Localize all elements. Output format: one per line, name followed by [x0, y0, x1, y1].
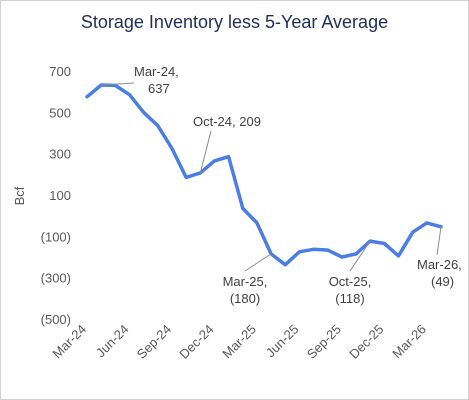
y-axis-label: Bcf: [12, 186, 27, 205]
annotation-label: (49): [431, 274, 454, 289]
annotation-label: Mar-24,: [134, 64, 179, 79]
annotation-leader: [436, 226, 442, 256]
x-tick-label: Mar-25: [219, 322, 259, 362]
y-tick-label: (100): [41, 229, 71, 244]
annotation-label: 637: [148, 81, 170, 96]
x-tick-label: Jun-24: [93, 322, 132, 361]
x-tick-label: Sep-25: [304, 322, 344, 362]
x-tick-label: Sep-24: [134, 322, 174, 362]
series-line: [85, 83, 443, 267]
annotation-leader: [199, 130, 212, 173]
annotation-label: Oct-24, 209: [193, 114, 261, 129]
y-tick-label: (500): [41, 312, 71, 327]
annotation-leader: [101, 82, 135, 86]
x-tick-label: Jun-25: [263, 322, 302, 361]
x-tick-label: Mar-24: [49, 322, 89, 362]
y-tick-label: (300): [41, 271, 71, 286]
x-tick-label: Mar-26: [389, 322, 429, 362]
annotation-leader: [244, 253, 272, 272]
annotation-label: Mar-25,: [223, 274, 268, 289]
annotation-label: Mar-26,: [417, 257, 462, 272]
annotation-label: (180): [230, 291, 260, 306]
annotation-label: Oct-25,: [329, 274, 372, 289]
annotation-leader: [349, 240, 371, 272]
chart-title: Storage Inventory less 5-Year Average: [80, 12, 389, 32]
y-tick-label: 700: [49, 64, 71, 79]
x-tick-label: Dec-25: [346, 322, 386, 362]
annotation-label: (118): [335, 291, 364, 306]
y-tick-label: 100: [49, 188, 71, 203]
x-tick-label: Dec-24: [176, 322, 216, 362]
y-tick-label: 500: [49, 105, 71, 120]
y-tick-label: 300: [49, 147, 71, 162]
